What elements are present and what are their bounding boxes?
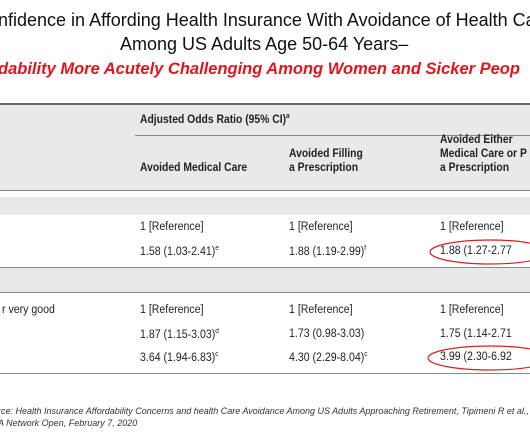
cell: 1 [Reference]	[440, 221, 504, 233]
cell-text: 1 [Reference]	[289, 221, 353, 233]
cell-text: 1 [Reference]	[289, 304, 353, 316]
rule	[0, 373, 530, 374]
rule	[0, 267, 530, 268]
column-header: a Prescription	[289, 162, 359, 174]
section-band	[0, 197, 530, 215]
cell: 1 [Reference]	[140, 221, 204, 233]
cell: 1.58 (1.03-2.41)e	[140, 245, 219, 258]
column-header: Medical Care or P	[440, 148, 527, 160]
cell: 1 [Reference]	[440, 304, 504, 316]
cell: 1.87 (1.15-3.03)d	[140, 328, 219, 341]
column-header: a Prescription	[440, 162, 510, 174]
cell-text: 3.64 (1.94-6.83)	[140, 351, 216, 364]
cell-text: 1.73 (0.98-3.03)	[289, 328, 365, 340]
rule	[0, 292, 530, 293]
cell-text: 1.75 (1.14-2.71	[440, 328, 512, 340]
cell-text: 4.30 (2.29-8.04)	[289, 351, 365, 364]
cell: 1.75 (1.14-2.71	[440, 328, 512, 340]
source-line: rce: Health Insurance Affordability Conc…	[0, 406, 529, 416]
cell-text: 1.87 (1.15-3.03)	[140, 328, 216, 341]
cell-text: 1.58 (1.03-2.41)	[140, 245, 216, 258]
group-header: Adjusted Odds Ratio (95% CI)a	[140, 113, 290, 126]
footnote-mark: c	[215, 351, 219, 358]
rule	[0, 103, 530, 105]
cell-text: 3.99 (2.30-6.92	[440, 351, 512, 363]
cell-text: 1 [Reference]	[140, 221, 204, 233]
footnote-mark: f	[364, 245, 367, 252]
column-header: Avoided Filling	[289, 148, 363, 160]
footnote-mark: a	[286, 113, 290, 120]
cell: 1.73 (0.98-3.03)	[289, 328, 364, 340]
row-label: r very good	[2, 304, 55, 316]
cell-text: 1 [Reference]	[440, 221, 504, 233]
title-line: nfidence in Affording Health Insurance W…	[0, 10, 530, 30]
source-line: A Network Open, February 7, 2020	[0, 418, 138, 428]
cell: 1 [Reference]	[289, 304, 353, 316]
cell: 1 [Reference]	[140, 304, 204, 316]
footnote-mark: e	[215, 245, 219, 252]
cell-text: 1 [Reference]	[140, 304, 204, 316]
section-band	[0, 268, 530, 292]
cell-text: 1 [Reference]	[440, 304, 504, 316]
cell: 1.88 (1.27-2.77	[440, 245, 512, 257]
cell: 1 [Reference]	[289, 221, 353, 233]
subtitle: dability More Acutely Challenging Among …	[0, 60, 520, 78]
footnote-mark: c	[364, 351, 368, 358]
highlight-ellipse	[427, 345, 530, 371]
group-header-text: Adjusted Odds Ratio (95% CI)	[140, 113, 287, 126]
cell: 3.64 (1.94-6.83)c	[140, 351, 219, 364]
cell: 4.30 (2.29-8.04)c	[289, 351, 368, 364]
title-line: Among US Adults Age 50-64 Years–	[120, 34, 409, 54]
header-band	[0, 104, 530, 190]
cell-text: 1.88 (1.19-2.99)	[289, 245, 365, 258]
column-header: Avoided Either	[440, 134, 513, 146]
column-header: Avoided Medical Care	[140, 162, 248, 174]
highlight-ellipse	[429, 239, 530, 265]
cell-text: 1.88 (1.27-2.77	[440, 245, 512, 257]
rule	[0, 190, 530, 191]
cell: 1.88 (1.19-2.99)f	[289, 245, 366, 258]
rule	[135, 135, 530, 136]
footnote-mark: d	[215, 328, 219, 335]
cell: 3.99 (2.30-6.92	[440, 351, 512, 363]
